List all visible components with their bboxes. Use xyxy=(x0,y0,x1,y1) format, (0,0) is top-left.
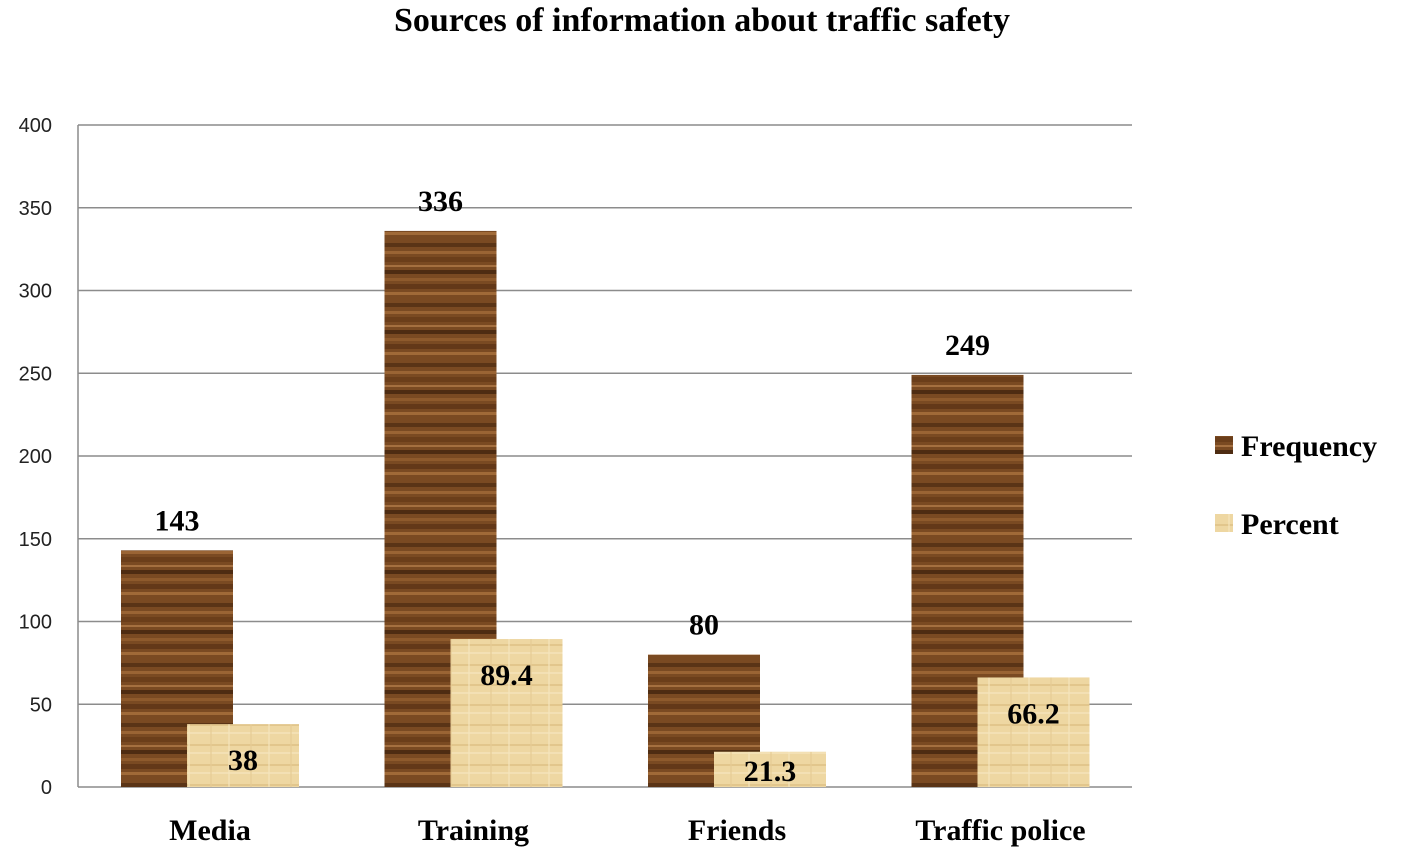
data-label: 80 xyxy=(689,609,719,642)
bar-percent-training xyxy=(450,639,563,787)
legend: Frequency Percent xyxy=(1215,430,1377,541)
bar-percent-friends xyxy=(714,751,826,787)
bar-percent-traffic-police xyxy=(977,677,1090,787)
legend-swatch-frequency xyxy=(1215,436,1233,454)
data-label: 21.3 xyxy=(744,755,797,788)
legend-label-frequency: Frequency xyxy=(1241,430,1377,463)
x-tick-label: Media xyxy=(169,814,251,847)
y-tick-label: 350 xyxy=(19,198,52,220)
x-axis-ticks: Media Training Friends Traffic police xyxy=(169,814,1085,847)
y-tick-label: 0 xyxy=(41,777,52,799)
data-label: 143 xyxy=(155,504,200,537)
x-tick-label: Friends xyxy=(688,814,786,847)
bar-layer xyxy=(121,230,1090,788)
y-tick-label: 300 xyxy=(19,281,52,303)
data-label: 38 xyxy=(228,744,258,777)
y-tick-label: 100 xyxy=(19,612,52,634)
data-label: 66.2 xyxy=(1007,697,1060,730)
x-tick-label: Training xyxy=(418,814,529,847)
y-axis-ticks: 0 50 100 150 200 250 300 350 400 xyxy=(19,115,52,799)
chart-title: Sources of information about traffic saf… xyxy=(394,2,1010,39)
legend-swatch-percent xyxy=(1215,514,1233,532)
data-label: 249 xyxy=(945,329,990,362)
y-tick-label: 400 xyxy=(19,115,52,137)
bar-percent-media xyxy=(187,724,299,787)
data-label: 336 xyxy=(418,185,463,218)
y-tick-label: 150 xyxy=(19,529,52,551)
y-tick-label: 250 xyxy=(19,363,52,385)
data-labels: 143 38 336 89.4 80 21.3 249 66.2 xyxy=(155,185,1060,788)
legend-label-percent: Percent xyxy=(1241,508,1339,541)
x-tick-label: Traffic police xyxy=(915,814,1085,847)
data-label: 89.4 xyxy=(480,659,533,692)
y-tick-label: 200 xyxy=(19,446,52,468)
y-tick-label: 50 xyxy=(30,694,52,716)
